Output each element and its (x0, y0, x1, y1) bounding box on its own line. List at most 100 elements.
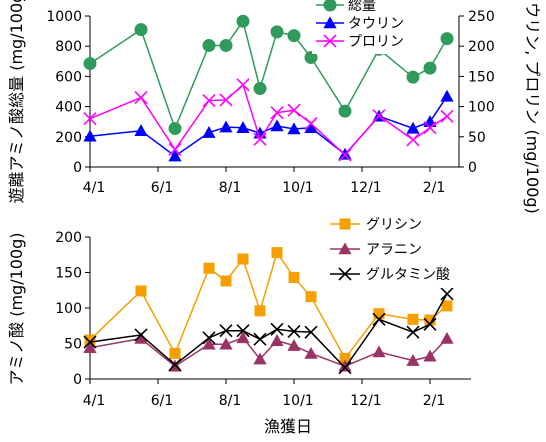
top-legend-label-0: 総量 (348, 0, 376, 14)
bottom-series-2-point (83, 335, 97, 349)
bottom-series-0-point (203, 262, 215, 274)
bottom-series-2-point (202, 331, 216, 345)
bottom-y-tick-label: 150 (55, 266, 82, 282)
bottom-y-tick-label: 50 (64, 337, 82, 353)
top-series-2-point (287, 103, 301, 117)
top-left-tick-label: 600 (55, 69, 82, 85)
bottom-legend-label-1: アラニン (366, 242, 422, 258)
bottom-legend-marker-2-stroke-b (338, 267, 352, 281)
top-series-2-point-stroke-b (304, 116, 318, 131)
top-series-2-point (168, 142, 182, 157)
top-right-tick-label: 200 (468, 39, 495, 55)
top-left-tick-label: 200 (55, 130, 82, 146)
top-series-0-point (287, 29, 301, 43)
bottom-series-2-point-stroke-b (304, 325, 318, 339)
top-right-tick-label: 250 (468, 9, 495, 25)
top-series-2-point (202, 93, 216, 108)
top-series-0-point (440, 32, 454, 46)
top-legend-marker-1 (323, 16, 337, 29)
bottom-series-1-point (83, 341, 97, 354)
bottom-series-0-point (169, 347, 181, 359)
top-left-tick-label: 400 (55, 100, 82, 116)
bottom-series-2-point-stroke-b (83, 335, 97, 349)
top-series-0-point (423, 61, 437, 75)
bottom-series-1-point (236, 331, 250, 344)
bottom-series-2-point (219, 324, 233, 338)
bottom-legend-marker-1 (338, 242, 352, 255)
bottom-x-tick-label: 10/1 (282, 393, 313, 409)
bottom-series-line-2 (89, 293, 448, 369)
top-x-tick-label: 10/1 (282, 180, 313, 196)
top-legend-marker-2 (323, 34, 337, 48)
bottom-x-tick-label: 2/1 (423, 393, 446, 409)
bottom-series-2-point-stroke-b (134, 328, 148, 342)
bottom-series-2-point (440, 287, 454, 301)
top-series-2-point (423, 121, 437, 135)
top-series-2-point (253, 132, 267, 146)
top-right-tick-label: 150 (468, 69, 495, 85)
top-right-axis-title: タウリン, プロリン (mg/100g) (523, 0, 542, 214)
top-series-2-point-stroke-b (287, 103, 301, 117)
bottom-legend-label-2: グルタミン酸 (366, 267, 450, 283)
bottom-series-2-point (338, 361, 352, 375)
top-series-2-point-stroke-b (406, 133, 420, 147)
bottom-series-1-point (338, 359, 352, 372)
top-x-tick-label: 12/1 (350, 180, 381, 196)
top-series-2-point (236, 78, 250, 92)
top-legend-label-1: タウリン (348, 16, 404, 32)
top-series-2-point-stroke-b (270, 106, 284, 120)
top-series-0-point (338, 104, 352, 118)
bottom-series-0-point (271, 247, 283, 259)
bottom-x-tick-label: 6/1 (151, 393, 174, 409)
top-series-0-point (83, 57, 97, 71)
bottom-series-2-point (423, 317, 437, 331)
bottom-y-tick-label: 100 (55, 301, 82, 317)
bottom-series-0-point (135, 285, 147, 297)
top-series-2-point-stroke-b (83, 112, 97, 126)
top-series-2-point (134, 90, 148, 105)
bottom-series-0-point (305, 291, 317, 303)
top-x-tick-label: 2/1 (423, 180, 446, 196)
top-series-2-point-stroke-b (440, 109, 454, 123)
top-series-0-point (219, 38, 233, 52)
top-left-tick-label: 800 (55, 39, 82, 55)
bottom-series-2-point-stroke-b (219, 324, 233, 338)
bottom-series-1-point (287, 339, 301, 351)
top-x-tick-label: 8/1 (219, 180, 242, 196)
bottom-legend-label-0: グリシン (366, 217, 422, 233)
bottom-y-tick-label: 0 (73, 372, 82, 388)
bottom-series-2-point-stroke-b (372, 312, 386, 326)
bottom-series-2-point-stroke-b (406, 325, 420, 339)
top-left-tick-label: 0 (73, 160, 82, 176)
bottom-series-2-point-stroke-b (253, 332, 267, 346)
bottom-x-tick-label: 4/1 (83, 393, 106, 409)
top-series-1-point (168, 149, 182, 162)
bottom-series-2-point (270, 322, 284, 336)
top-series-1-point (83, 129, 97, 142)
bottom-series-1-point (372, 345, 386, 358)
top-series-0-point (270, 25, 284, 39)
bottom-x-tick-label: 8/1 (219, 393, 242, 409)
top-series-1-point (440, 89, 454, 102)
top-series-1-point (304, 121, 318, 134)
top-series-1-point (202, 125, 216, 138)
bottom-series-1-point (219, 337, 233, 350)
top-left-axis-title: 遊離アミノ酸総量 (mg/100g) (7, 0, 26, 204)
bottom-legend-marker-0 (339, 218, 351, 230)
top-series-2-point (270, 106, 284, 120)
bottom-series-0-point (407, 313, 419, 325)
top-series-0-point (253, 81, 267, 95)
bottom-series-2-point (134, 328, 148, 342)
bottom-series-1-point (253, 352, 267, 365)
bottom-series-2-point (236, 324, 250, 338)
bottom-series-0-point (424, 314, 436, 326)
top-series-1-point (236, 121, 250, 134)
bottom-series-1-point (423, 349, 437, 362)
bottom-series-0-point (220, 275, 232, 287)
bottom-series-2-point-stroke-b (423, 317, 437, 331)
bottom-series-2-point (406, 325, 420, 339)
bottom-x-axis-title: 漁獲日 (264, 417, 312, 436)
bottom-y-tick-label: 200 (55, 230, 82, 246)
top-legend-marker-0 (323, 0, 337, 12)
bottom-series-2-point-stroke-b (202, 331, 216, 345)
